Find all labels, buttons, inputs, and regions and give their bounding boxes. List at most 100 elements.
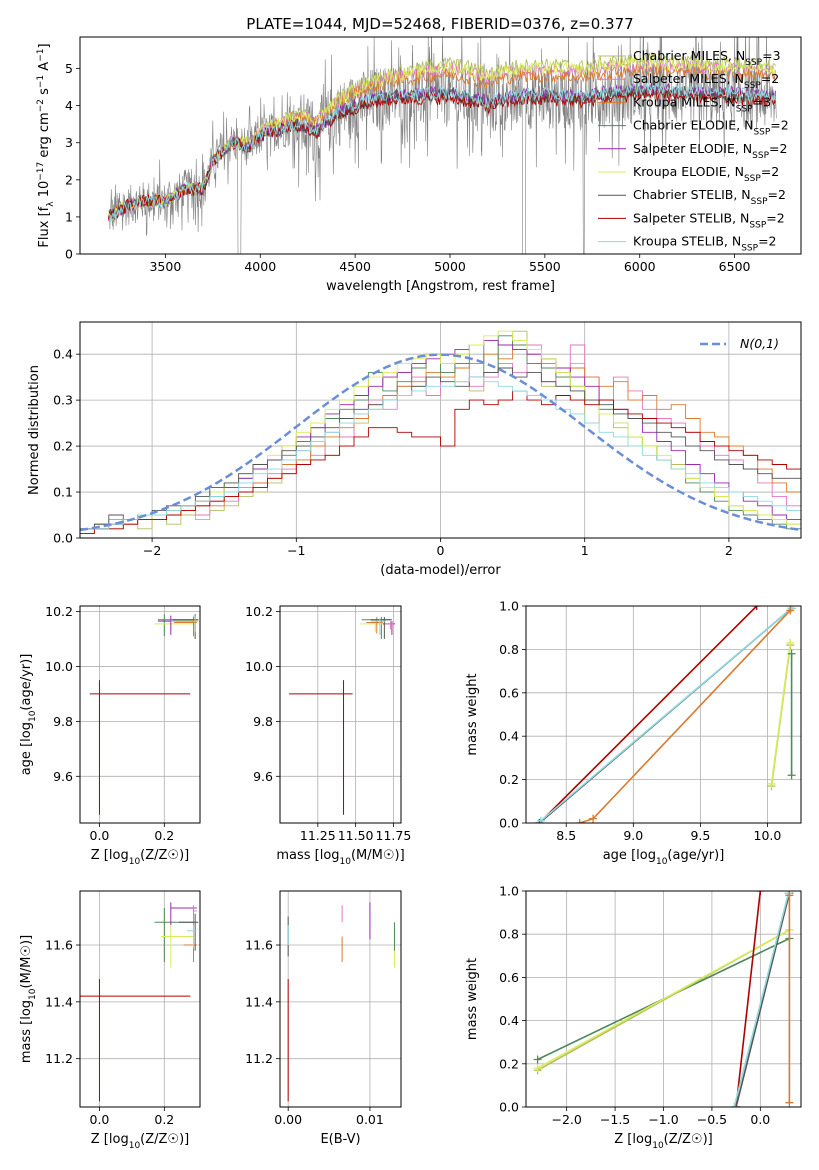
y-tick-label: 0.1 — [53, 485, 73, 500]
weight-line — [735, 893, 791, 1107]
y-tick-label: 9.6 — [53, 769, 73, 784]
panel-mass-weight-vs-Z: −2.0 −1.5 −1.0 −0.5 0.0 0.0 0.2 0.4 0.6 0.8 1.0 Z [… — [465, 884, 802, 1151]
weight-marker — [533, 1064, 542, 1073]
y-tick-label: 11.4 — [245, 994, 273, 1009]
spectrum-model-kroupa-stelib — [108, 81, 777, 222]
x-axis-label: Z [log10(Z/Z☉)] — [91, 848, 189, 867]
y-tick-label: 5 — [65, 61, 73, 76]
x-tick-label: 0.01 — [356, 1112, 384, 1127]
weight-line — [579, 609, 791, 823]
x-tick-label: −2.0 — [551, 1112, 581, 1127]
x-tick-label: 0.0 — [90, 1112, 110, 1127]
x-tick-label: 0.0 — [750, 1112, 770, 1127]
x-tick-label: 9.0 — [623, 828, 643, 843]
y-tick-label: 10.0 — [245, 659, 273, 674]
weight-line — [537, 929, 790, 1069]
y-tick-label: 1 — [65, 209, 73, 224]
y-tick-label: 11.6 — [45, 938, 73, 953]
axes-frame — [279, 605, 402, 824]
x-tick-label: 1 — [581, 543, 589, 558]
gaussian-curve — [80, 353, 801, 532]
y-tick-label: 0.0 — [499, 816, 519, 831]
errorbar-kroupa-stelib — [187, 925, 197, 948]
x-tick-label: 11.75 — [376, 828, 412, 843]
x-tick-label: 0.00 — [274, 1112, 302, 1127]
plot-area — [287, 902, 395, 1102]
weight-marker — [732, 1103, 741, 1107]
legend-label: Salpeter MILES, NSSP=2 — [633, 71, 779, 91]
x-tick-label: 5000 — [434, 259, 466, 274]
weight-marker — [787, 771, 796, 780]
plot-area — [533, 891, 794, 1107]
y-tick-label: 2 — [65, 172, 73, 187]
axes-frame — [79, 605, 201, 824]
x-tick-label: 4500 — [339, 259, 371, 274]
y-tick-label: 0.4 — [53, 347, 73, 362]
y-tick-label: 0.0 — [499, 1100, 519, 1115]
x-tick-label: 2 — [725, 543, 733, 558]
weight-line-kroupa-miles — [785, 891, 794, 1107]
errorbar-salpeter-miles — [384, 621, 394, 630]
axes-frame — [79, 890, 201, 1108]
y-tick-label: 0.6 — [499, 685, 519, 700]
y-tick-label: 10.2 — [45, 604, 73, 619]
x-tick-label: −0.5 — [697, 1112, 727, 1127]
x-tick-label: 6000 — [624, 259, 656, 274]
histogram-salpeter-stelib — [80, 390, 801, 538]
x-tick-label: −2 — [143, 543, 161, 558]
x-axis-label: E(B-V) — [320, 1132, 360, 1147]
y-tick-label: 11.6 — [245, 938, 273, 953]
x-tick-label: 9.5 — [690, 828, 710, 843]
plot-area — [535, 606, 796, 823]
y-tick-label: 0.0 — [53, 531, 73, 546]
panel-mass-weight-vs-age: 8.5 9.0 9.5 10.0 0.0 0.2 0.4 0.6 0.8 1.0 age [log1… — [465, 599, 802, 867]
spectrum-model-salpeter-elodie — [108, 82, 777, 221]
legend-label: Kroupa MILES, NSSP=3 — [633, 94, 771, 114]
errorbar-salpeter-elodie — [157, 615, 194, 635]
weight-line-kroupa-stelib — [536, 606, 796, 823]
errorbar-chabrier-miles — [175, 615, 199, 633]
y-axis-label: mass weight — [465, 673, 480, 755]
axes-frame — [79, 36, 802, 255]
errorbar-chabrier-stelib — [178, 913, 199, 951]
x-axis-label: Z [log10(Z/Z☉)] — [91, 1132, 189, 1151]
y-tick-label: 9.8 — [53, 714, 73, 729]
errorbar-kroupa-stelib — [370, 618, 386, 635]
legend-label: Salpeter ELODIE, NSSP=2 — [633, 141, 787, 161]
y-tick-label: 9.8 — [253, 714, 273, 729]
weight-marker — [786, 606, 795, 615]
legend-label: Chabrier ELODIE, NSSP=2 — [633, 118, 789, 138]
weight-line-kroupa-miles — [575, 606, 795, 823]
x-axis-label: (data-model)/error — [380, 563, 501, 578]
y-tick-label: 3 — [65, 135, 73, 150]
plot-area — [108, 37, 777, 254]
weight-line-salpeter-stelib — [732, 891, 765, 1107]
errorbar-chabrier-elodie — [154, 908, 194, 963]
weight-marker — [589, 814, 598, 823]
errorbar-kroupa-elodie — [161, 925, 194, 968]
y-tick-label: 0.2 — [499, 1056, 519, 1071]
x-tick-label: 11.50 — [338, 828, 374, 843]
x-tick-label: 0.0 — [90, 828, 110, 843]
weight-line — [538, 606, 758, 823]
legend-label: Kroupa ELODIE, NSSP=2 — [633, 164, 779, 184]
errorbar-chabrier-stelib — [172, 614, 199, 639]
weight-line — [733, 893, 790, 1107]
x-tick-label: 0.2 — [154, 1112, 174, 1127]
y-tick-label: 10.0 — [45, 659, 73, 674]
x-tick-label: 8.5 — [556, 828, 576, 843]
errorbar-chabrier-elodie — [157, 614, 194, 637]
figure-title: PLATE=1044, MJD=52468, FIBERID=0376, z=0… — [246, 15, 633, 33]
weight-line — [735, 891, 762, 1107]
x-tick-label: −1 — [287, 543, 305, 558]
y-tick-label: 0.8 — [499, 927, 519, 942]
errorbar-salpeter-stelib — [80, 979, 191, 1102]
errorbar-chabrier-elodie — [361, 616, 391, 639]
x-tick-label: 5500 — [529, 259, 561, 274]
y-tick-label: 10.2 — [245, 604, 273, 619]
plot-area — [289, 616, 395, 815]
y-axis-label: mass [log10(M/M☉)] — [19, 935, 38, 1063]
y-tick-label: 0 — [65, 247, 73, 262]
y-tick-label: 0.3 — [53, 393, 73, 408]
plot-area — [80, 902, 199, 1102]
